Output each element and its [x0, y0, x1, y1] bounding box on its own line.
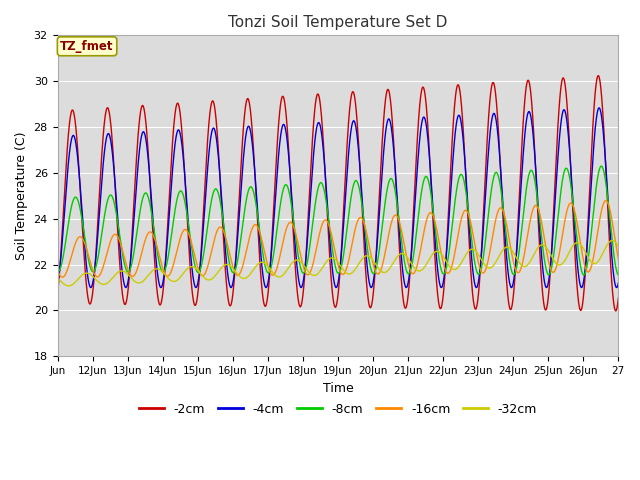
- Legend: -2cm, -4cm, -8cm, -16cm, -32cm: -2cm, -4cm, -8cm, -16cm, -32cm: [134, 398, 542, 420]
- X-axis label: Time: Time: [323, 382, 353, 395]
- -32cm: [609, 238, 616, 243]
- -2cm: [529, 113, 536, 119]
- -2cm: [612, 308, 620, 314]
- -2cm: [54, 290, 61, 296]
- Line: -8cm: -8cm: [58, 166, 618, 275]
- Text: TZ_fmet: TZ_fmet: [60, 40, 114, 53]
- -32cm: [169, 278, 177, 284]
- -8cm: [410, 251, 418, 257]
- -16cm: [169, 265, 177, 271]
- -2cm: [614, 295, 622, 301]
- -8cm: [598, 163, 605, 169]
- Y-axis label: Soil Temperature (C): Soil Temperature (C): [15, 132, 28, 260]
- -32cm: [54, 275, 61, 281]
- -8cm: [614, 272, 622, 278]
- -16cm: [602, 198, 609, 204]
- -4cm: [460, 137, 467, 143]
- -8cm: [609, 239, 616, 244]
- -16cm: [59, 274, 67, 280]
- Line: -32cm: -32cm: [58, 240, 618, 286]
- -4cm: [614, 280, 622, 286]
- -2cm: [595, 73, 602, 79]
- -4cm: [495, 146, 503, 152]
- -8cm: [529, 169, 536, 175]
- -32cm: [529, 254, 537, 260]
- Line: -4cm: -4cm: [58, 108, 618, 288]
- -2cm: [168, 142, 176, 147]
- Line: -2cm: -2cm: [58, 76, 618, 311]
- -8cm: [168, 226, 176, 231]
- -32cm: [410, 264, 418, 270]
- -4cm: [410, 218, 418, 224]
- -4cm: [529, 129, 537, 134]
- -4cm: [472, 285, 480, 290]
- -16cm: [54, 267, 61, 273]
- -32cm: [614, 243, 622, 249]
- -4cm: [609, 261, 616, 266]
- -2cm: [410, 204, 418, 209]
- -8cm: [460, 175, 467, 181]
- -4cm: [54, 281, 61, 287]
- -16cm: [495, 206, 503, 212]
- -4cm: [168, 169, 176, 175]
- -8cm: [495, 176, 503, 181]
- -4cm: [595, 105, 603, 111]
- -2cm: [495, 137, 503, 143]
- -32cm: [65, 283, 72, 289]
- Line: -16cm: -16cm: [58, 201, 618, 277]
- -16cm: [410, 270, 418, 276]
- -32cm: [495, 253, 503, 259]
- -8cm: [54, 268, 61, 274]
- Title: Tonzi Soil Temperature Set D: Tonzi Soil Temperature Set D: [228, 15, 447, 30]
- -32cm: [609, 238, 616, 243]
- -32cm: [460, 256, 467, 262]
- -16cm: [614, 256, 622, 262]
- -2cm: [609, 286, 616, 291]
- -16cm: [609, 220, 616, 226]
- -2cm: [460, 127, 467, 133]
- -16cm: [529, 207, 537, 213]
- -16cm: [460, 210, 467, 216]
